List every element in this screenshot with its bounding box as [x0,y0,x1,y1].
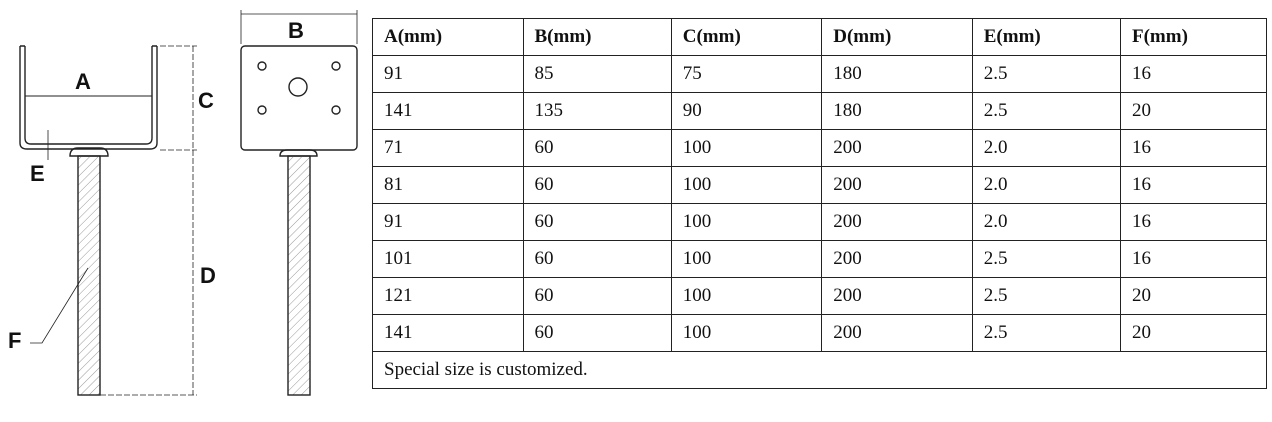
cell: 100 [670,240,823,278]
cell: 100 [670,166,823,204]
cell: 135 [522,92,672,130]
cell: 20 [1120,277,1267,315]
cell: 200 [821,166,973,204]
cell: 2.5 [971,92,1122,130]
cell: 121 [372,277,524,315]
cell: 60 [522,203,672,241]
note: Special size is customized. [372,351,1267,389]
cell: 20 [1120,92,1267,130]
row: 121 60 100 200 2.5 20 [372,277,1267,315]
cell: 200 [821,129,973,167]
cell: 16 [1120,203,1267,241]
cell: 2.5 [971,240,1122,278]
row: 141 60 100 200 2.5 20 [372,314,1267,352]
cell: 60 [522,166,672,204]
dim-label: C [198,88,214,113]
cell: 100 [670,203,823,241]
dim-label: F [8,328,21,353]
cell: 16 [1120,240,1267,278]
product-drawing: A B C D E F [8,10,358,396]
cell: 180 [821,92,973,130]
cell: 2.0 [971,203,1122,241]
cell: 2.5 [971,55,1122,93]
cell: 2.0 [971,166,1122,204]
cell: 2.5 [971,314,1122,352]
row: 101 60 100 200 2.5 16 [372,240,1267,278]
cell: 60 [522,240,672,278]
cell: 100 [670,277,823,315]
note-row: Special size is customized. [372,351,1267,389]
size-table: A(mm) B(mm) C(mm) D(mm) E(mm) F(mm) 91 85 75 180 2… [372,18,1267,389]
row: 81 60 100 200 2.0 16 [372,166,1267,204]
cell: 200 [821,277,973,315]
cell: 141 [372,314,524,352]
cell: 90 [670,92,823,130]
row: 71 60 100 200 2.0 16 [372,129,1267,167]
cell: 200 [821,240,973,278]
cell: 101 [372,240,524,278]
cell: 180 [821,55,973,93]
cell: 100 [670,314,823,352]
header-cell: D(mm) [821,18,973,56]
cell: 16 [1120,55,1267,93]
cell: 16 [1120,166,1267,204]
header-cell: C(mm) [670,18,823,56]
cell: 2.0 [971,129,1122,167]
cell: 16 [1120,129,1267,167]
cell: 20 [1120,314,1267,352]
header-cell: B(mm) [522,18,672,56]
cell: 81 [372,166,524,204]
cell: 141 [372,92,524,130]
cell: 200 [821,203,973,241]
header-cell: E(mm) [971,18,1122,56]
cell: 75 [670,55,823,93]
header-row: A(mm) B(mm) C(mm) D(mm) E(mm) F(mm) [372,18,1267,56]
header-cell: A(mm) [372,18,524,56]
cell: 100 [670,129,823,167]
cell: 91 [372,55,524,93]
cell: 60 [522,314,672,352]
dim-label: A [75,69,91,94]
cell: 60 [522,277,672,315]
cell: 91 [372,203,524,241]
dim-label: E [30,161,45,186]
cell: 71 [372,129,524,167]
row: 141 135 90 180 2.5 20 [372,92,1267,130]
row: 91 60 100 200 2.0 16 [372,203,1267,241]
header-cell: F(mm) [1120,18,1267,56]
cell: 2.5 [971,277,1122,315]
cell: 85 [522,55,672,93]
dim-label: B [288,18,304,43]
cell: 200 [821,314,973,352]
cell: 60 [522,129,672,167]
row: 91 85 75 180 2.5 16 [372,55,1267,93]
dim-label: D [200,263,216,288]
